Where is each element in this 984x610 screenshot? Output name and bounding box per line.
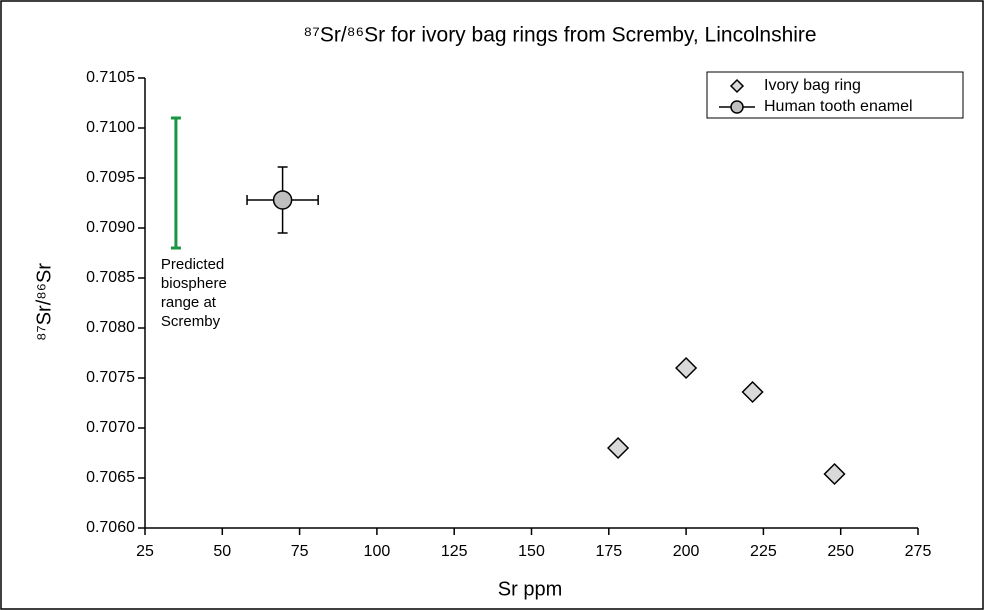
x-tick-label: 200 xyxy=(673,543,700,560)
y-tick-label: 0.7105 xyxy=(86,69,135,86)
annotation: Scremby xyxy=(161,313,221,330)
y-tick-label: 0.7075 xyxy=(86,369,135,386)
legend-label: Ivory bag ring xyxy=(764,77,861,94)
annotation: biosphere xyxy=(161,275,227,292)
y-tick-label: 0.7080 xyxy=(86,319,135,336)
legend-marker xyxy=(729,78,745,94)
x-tick-label: 25 xyxy=(136,543,154,560)
x-tick-label: 125 xyxy=(441,543,468,560)
annotation: range at xyxy=(161,294,217,311)
x-tick-label: 250 xyxy=(827,543,854,560)
y-tick-label: 0.7095 xyxy=(86,169,135,186)
legend-box xyxy=(706,71,964,119)
x-tick-label: 225 xyxy=(750,543,777,560)
x-tick-label: 100 xyxy=(364,543,391,560)
data-point xyxy=(823,462,846,486)
y-tick-label: 0.7085 xyxy=(86,269,135,286)
data-point xyxy=(272,190,293,210)
annotation: Predicted xyxy=(161,256,224,273)
x-tick-label: 150 xyxy=(518,543,545,560)
y-tick-label: 0.7060 xyxy=(86,519,135,536)
x-tick-label: 75 xyxy=(291,543,309,560)
y-tick-label: 0.7065 xyxy=(86,469,135,486)
x-tick-label: 50 xyxy=(213,543,231,560)
y-tick-label: 0.7090 xyxy=(86,219,135,236)
x-tick-label: 175 xyxy=(595,543,622,560)
y-axis-label: ⁸⁷Sr/⁸⁶Sr xyxy=(33,263,55,341)
x-axis-label: Sr ppm xyxy=(498,578,562,600)
legend-marker xyxy=(730,100,744,114)
data-point xyxy=(607,436,630,460)
chart-title: ⁸⁷Sr/⁸⁶Sr for ivory bag rings from Screm… xyxy=(303,24,816,47)
data-point xyxy=(675,356,698,380)
legend-label: Human tooth enamel xyxy=(764,98,913,115)
data-point xyxy=(741,380,764,404)
y-tick-label: 0.7070 xyxy=(86,419,135,436)
y-tick-label: 0.7100 xyxy=(86,119,135,136)
x-tick-label: 275 xyxy=(905,543,932,560)
